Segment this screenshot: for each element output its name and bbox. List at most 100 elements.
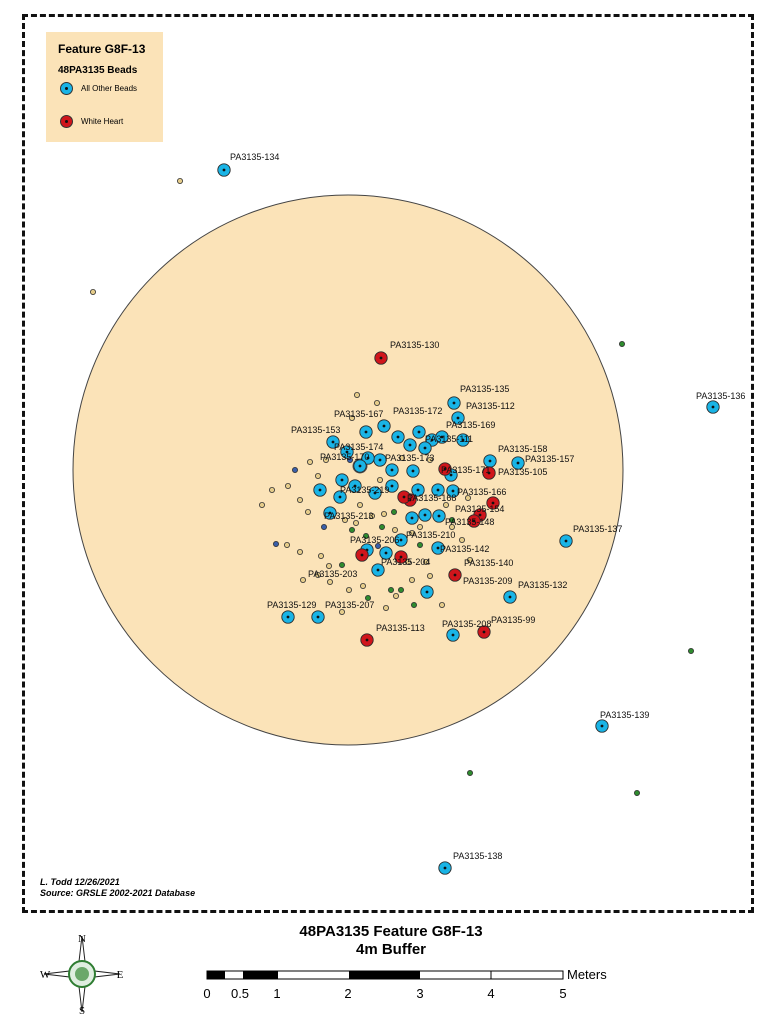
artifact-dot (338, 609, 345, 616)
artifact-dot (408, 530, 415, 537)
bead-label: PA3135-168 (407, 493, 456, 503)
artifact-dot (314, 572, 321, 579)
artifact-dot (448, 517, 455, 524)
legend-title: Feature G8F-13 (58, 42, 146, 56)
artifact-dot (284, 482, 291, 489)
artifact-dot (422, 559, 429, 566)
artifact-dot (304, 508, 311, 515)
other-bead (348, 479, 362, 493)
artifact-dot (272, 541, 279, 548)
other-bead (447, 396, 461, 410)
bead-label: PA3135-208 (442, 619, 491, 629)
white-heart-bead (482, 466, 496, 480)
artifact-dot (458, 537, 465, 544)
artifact-dot (364, 595, 371, 602)
artifact-dot (387, 587, 394, 594)
other-bead (405, 511, 419, 525)
scale-tick: 5 (559, 986, 567, 1001)
artifact-dot (325, 563, 332, 570)
artifact-dot (368, 513, 375, 520)
other-bead (340, 445, 354, 459)
artifact-dot (438, 602, 445, 609)
bead-label: PA3135-132 (518, 580, 567, 590)
other-bead (281, 610, 295, 624)
legend-subtitle: 48PA3135 Beads (58, 65, 138, 76)
artifact-dot (326, 579, 333, 586)
artifact-dot (380, 510, 387, 517)
other-bead (451, 411, 465, 425)
other-bead (438, 861, 452, 875)
artifact-dot (466, 770, 473, 777)
white-heart-bead (438, 462, 452, 476)
white-heart-bead (374, 351, 388, 365)
bead-label: PA3135-137 (573, 524, 622, 534)
bead-label: PA3135-166 (457, 487, 506, 497)
compass-s-label: S (79, 1005, 85, 1016)
bead-label: PA3135-142 (440, 544, 489, 554)
artifact-dot (258, 501, 265, 508)
other-bead (418, 508, 432, 522)
bead-label: PA3135-213 (324, 511, 373, 521)
scale-tick: 0 (203, 986, 211, 1001)
artifact-dot (408, 577, 415, 584)
artifact-dot (397, 587, 404, 594)
bead-label: PA3135-153 (291, 425, 340, 435)
north-arrow-compass: N S E W (40, 933, 124, 1016)
artifact-dot (299, 577, 306, 584)
bead-label: PA3135-130 (390, 340, 439, 350)
bead-label: PA3135-158 (498, 444, 547, 454)
scale-bar (206, 970, 564, 980)
artifact-dot (634, 790, 641, 797)
bead-label: PA3135-173 (385, 453, 434, 463)
other-bead (333, 490, 347, 504)
artifact-dot (345, 587, 352, 594)
compass-n-label: N (78, 933, 86, 945)
other-bead (706, 400, 720, 414)
artifact-dot (410, 602, 417, 609)
artifact-dot (353, 391, 360, 398)
artifact-dot (442, 501, 449, 508)
legend-item-other: All Other Beads (60, 82, 137, 95)
buffer-circle (72, 194, 624, 746)
other-bead (311, 610, 325, 624)
bead-label: PA3135-169 (446, 420, 495, 430)
artifact-dot (176, 177, 183, 184)
white-heart-bead (448, 568, 462, 582)
bead-label: PA3135-135 (460, 384, 509, 394)
artifact-dot (348, 527, 355, 534)
bead-label: PA3135-129 (267, 600, 316, 610)
artifact-dot (382, 605, 389, 612)
map-title: 48PA3135 Feature G8F-13 4m Buffer (0, 923, 782, 959)
artifact-dot (306, 458, 313, 465)
other-bead (313, 483, 327, 497)
other-bead (359, 425, 373, 439)
other-bead (559, 534, 573, 548)
bead-label: PA3135-139 (600, 710, 649, 720)
other-bead (595, 719, 609, 733)
artifact-dot (390, 508, 397, 515)
logo-center (75, 967, 89, 981)
red-bead-symbol (60, 115, 73, 128)
other-bead (353, 459, 367, 473)
scale-tick: 3 (416, 986, 424, 1001)
bead-label: PA3135-105 (498, 467, 547, 477)
artifact-dot (341, 517, 348, 524)
other-bead (412, 425, 426, 439)
bead-label: PA3135-204 (381, 557, 430, 567)
other-bead (503, 590, 517, 604)
other-bead (456, 433, 470, 447)
artifact-dot (352, 520, 359, 527)
title-line-1: 48PA3135 Feature G8F-13 (299, 923, 483, 940)
other-bead (403, 438, 417, 452)
blue-bead-symbol (60, 82, 73, 95)
white-heart-bead (355, 548, 369, 562)
other-bead (432, 509, 446, 523)
white-heart-bead (360, 633, 374, 647)
other-bead (435, 430, 449, 444)
artifact-dot (466, 557, 473, 564)
artifact-dot (376, 476, 383, 483)
scale-units: Meters (567, 967, 607, 982)
title-line-2: 4m Buffer (355, 941, 426, 958)
artifact-dot (392, 593, 399, 600)
